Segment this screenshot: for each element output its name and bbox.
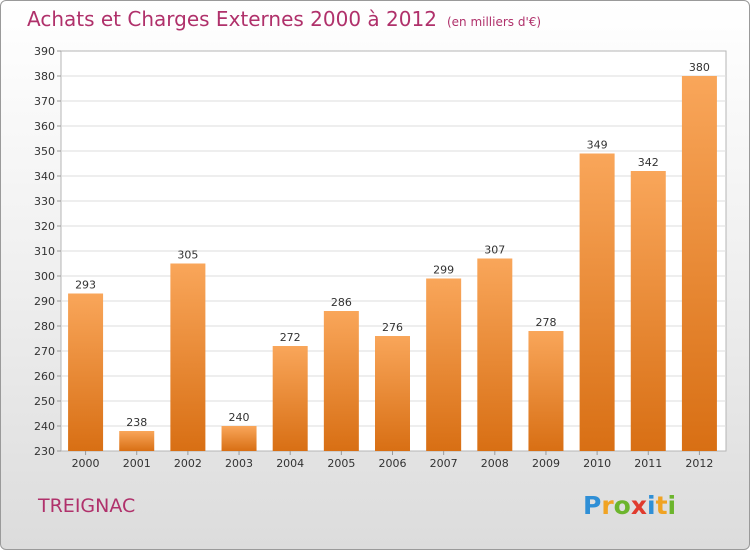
bar-2006 <box>375 336 410 451</box>
y-tick-label: 370 <box>34 95 55 108</box>
y-tick-label: 280 <box>34 320 55 333</box>
x-tick-label-2008: 2008 <box>481 457 509 470</box>
y-tick-label: 380 <box>34 70 55 83</box>
y-tick-label: 350 <box>34 145 55 158</box>
x-tick-label-2009: 2009 <box>532 457 560 470</box>
y-tick-label: 330 <box>34 195 55 208</box>
y-tick-label: 260 <box>34 370 55 383</box>
y-tick-label: 230 <box>34 445 55 458</box>
chart-subtitle: (en milliers d'€) <box>446 15 542 29</box>
bar-2002 <box>170 263 206 451</box>
value-label-2006: 276 <box>382 321 403 334</box>
bar-2007 <box>426 278 462 451</box>
value-label-2010: 349 <box>587 139 608 152</box>
bar-2005 <box>323 311 359 451</box>
value-label-2008: 307 <box>484 244 505 257</box>
chart-title: Achats et Charges Externes 2000 à 2012 (e… <box>27 7 541 31</box>
y-tick-label: 290 <box>34 295 55 308</box>
y-tick-label: 360 <box>34 120 55 133</box>
chart-title-text: Achats et Charges Externes 2000 à 2012 <box>27 7 437 31</box>
x-tick-label-2004: 2004 <box>276 457 304 470</box>
value-label-2003: 240 <box>229 411 250 424</box>
logo-letter: o <box>613 491 631 520</box>
value-label-2005: 286 <box>331 296 352 309</box>
logo-letter: x <box>630 491 647 520</box>
bar-2003 <box>221 426 257 451</box>
value-label-2012: 380 <box>689 61 710 74</box>
bar-2011 <box>630 171 666 451</box>
logo-letter: i <box>667 491 677 520</box>
x-tick-label-2010: 2010 <box>583 457 611 470</box>
y-tick-label: 340 <box>34 170 55 183</box>
x-tick-label-2007: 2007 <box>430 457 458 470</box>
logo-letter: P <box>583 491 602 520</box>
x-tick-label-2005: 2005 <box>327 457 355 470</box>
x-axis: 2000 2001 2002 2003 2004 2005 2006 2007 2008 2009… <box>72 451 713 470</box>
x-tick-label-2001: 2001 <box>123 457 151 470</box>
logo-letter: r <box>601 491 614 520</box>
data-labels: 293 238 305 240 272 286 276 299 307 278 349 342 380 <box>75 61 710 429</box>
proxiti-logo: Proxiti <box>583 491 676 520</box>
y-tick-label: 300 <box>34 270 55 283</box>
y-tick-label: 250 <box>34 395 55 408</box>
x-tick-label-2002: 2002 <box>174 457 202 470</box>
bar-2001 <box>119 431 155 451</box>
value-label-2009: 278 <box>535 316 556 329</box>
bar-2009 <box>528 331 564 451</box>
bar-2010 <box>579 153 615 451</box>
bar-2004 <box>272 346 308 451</box>
x-tick-label-2006: 2006 <box>379 457 407 470</box>
x-tick-label-2011: 2011 <box>634 457 662 470</box>
logo-letter: i <box>647 491 656 520</box>
value-label-2011: 342 <box>638 156 659 169</box>
x-tick-label-2012: 2012 <box>685 457 713 470</box>
y-tick-label: 270 <box>34 345 55 358</box>
value-label-2007: 299 <box>433 264 454 277</box>
y-axis: 230 240 250 260 270 280 290 300 310 320 330 340 350 3… <box>34 45 61 458</box>
value-label-2000: 293 <box>75 279 96 292</box>
bar-2008 <box>477 258 513 451</box>
value-label-2004: 272 <box>280 331 301 344</box>
logo-letter: t <box>655 491 668 520</box>
bars <box>68 76 717 451</box>
x-tick-label-2000: 2000 <box>72 457 100 470</box>
bar-2000 <box>68 293 104 451</box>
x-tick-label-2003: 2003 <box>225 457 253 470</box>
y-tick-label: 390 <box>34 45 55 58</box>
y-tick-label: 310 <box>34 245 55 258</box>
y-tick-label: 240 <box>34 420 55 433</box>
commune-name: TREIGNAC <box>38 495 136 517</box>
y-tick-label: 320 <box>34 220 55 233</box>
bar-2012 <box>681 76 717 451</box>
value-label-2001: 238 <box>126 416 147 429</box>
value-label-2002: 305 <box>177 249 198 262</box>
